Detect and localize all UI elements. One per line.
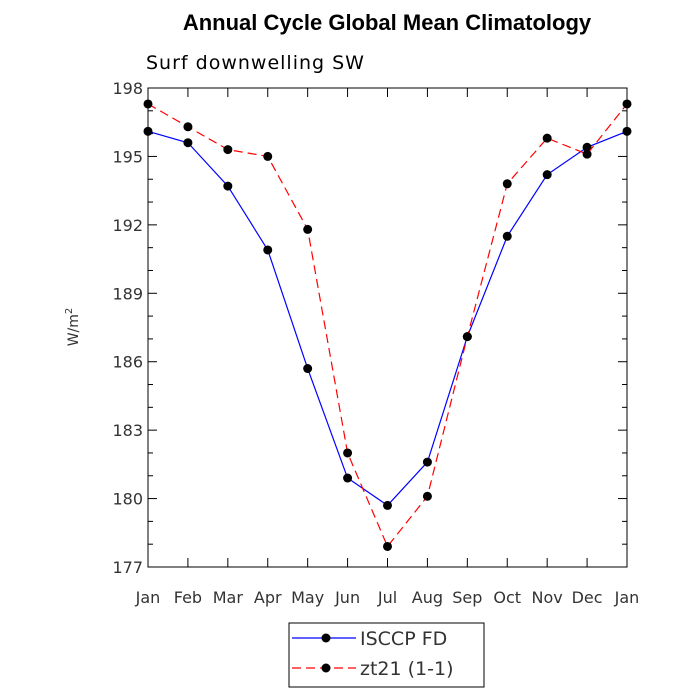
y-tick-label: 192 [112, 216, 143, 235]
data-point [383, 500, 392, 510]
series-line-1 [147, 103, 628, 548]
data-point [622, 126, 632, 136]
x-tick-label: Apr [254, 588, 282, 607]
data-point [502, 231, 512, 241]
series-line-0 [147, 130, 628, 507]
data-point [263, 151, 273, 161]
data-point [183, 122, 193, 132]
plot-frame [147, 87, 628, 568]
y-tick-label: 198 [112, 79, 143, 98]
axis-ticks [147, 87, 628, 568]
data-point [343, 473, 353, 483]
x-tick-label: May [291, 588, 324, 607]
x-tick-label: Sep [452, 588, 482, 607]
data-point [263, 245, 273, 255]
y-tick-label: 186 [112, 353, 143, 372]
legend-label-zt21: zt21 (1-1) [360, 658, 454, 680]
chart-title: Annual Cycle Global Mean Climatology [183, 10, 592, 35]
y-axis-label: W/m2 [64, 308, 82, 347]
legend-marker-zt21 [321, 663, 331, 673]
data-point [303, 224, 313, 234]
x-tick-label: Jun [334, 588, 360, 607]
data-point [542, 133, 552, 143]
data-point [422, 457, 432, 467]
data-point [143, 99, 153, 109]
data-point [183, 138, 193, 148]
data-point [143, 126, 153, 136]
legend-label-isccp: ISCCP FD [360, 628, 447, 650]
data-point [582, 149, 592, 159]
data-point [223, 145, 233, 155]
data-point [582, 142, 592, 152]
legend: ISCCP FD zt21 (1-1) [288, 622, 485, 688]
legend-marker-isccp [321, 633, 331, 643]
y-tick-label: 195 [112, 147, 143, 166]
data-point [542, 170, 552, 180]
x-tick-label: Mar [213, 588, 244, 607]
x-tick-label: Feb [174, 588, 202, 607]
chart-subtitle: Surf downwelling SW [146, 52, 365, 74]
x-tick-label: Oct [493, 588, 521, 607]
x-tick-label: Jan [614, 588, 640, 607]
y-tick-label: 183 [112, 421, 143, 440]
legend-box [288, 622, 485, 688]
data-point [343, 448, 353, 458]
x-tick-label: Dec [572, 588, 603, 607]
x-tick-label: Jul [377, 588, 397, 607]
y-tick-labels: 177 180 183 186 189 192 195 198 [112, 79, 143, 577]
x-tick-labels: Jan Feb Mar Apr May Jun Jul Aug Sep Oct Nov Dec Jan [135, 588, 640, 607]
data-point [223, 181, 233, 191]
data-point [622, 99, 632, 109]
data-point [502, 179, 512, 189]
data-point [462, 332, 472, 342]
x-tick-label: Nov [532, 588, 563, 607]
y-tick-label: 180 [112, 490, 143, 509]
y-tick-label: 177 [112, 558, 143, 577]
x-tick-label: Jan [135, 588, 161, 607]
series-layer [143, 99, 632, 551]
data-point [303, 364, 313, 374]
data-point [422, 491, 432, 501]
x-tick-label: Aug [412, 588, 443, 607]
data-point [383, 541, 392, 551]
y-tick-label: 189 [112, 284, 143, 303]
